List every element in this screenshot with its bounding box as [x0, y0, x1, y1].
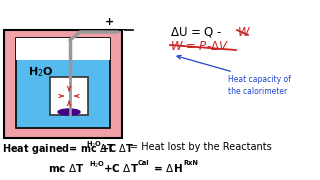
Bar: [16, 38, 110, 128]
Text: +C $\Delta$T: +C $\Delta$T: [100, 142, 134, 154]
Text: $W$: $W$: [237, 26, 251, 39]
Text: Heat capacity of
the calorimeter: Heat capacity of the calorimeter: [228, 75, 291, 96]
Text: $\Delta$U = Q -: $\Delta$U = Q -: [170, 25, 223, 39]
Text: Cal: Cal: [138, 160, 150, 166]
Text: H$_2$O: H$_2$O: [86, 140, 102, 150]
Text: Heat gained= mc $\Delta$T: Heat gained= mc $\Delta$T: [2, 142, 115, 156]
Text: = $\Delta$H: = $\Delta$H: [150, 162, 183, 174]
Bar: [16, 38, 110, 60]
Text: $W$ = P-$\Delta$V: $W$ = P-$\Delta$V: [170, 40, 229, 53]
Ellipse shape: [58, 109, 80, 115]
Bar: [4, 30, 122, 138]
Text: mc $\Delta$T: mc $\Delta$T: [48, 162, 85, 174]
Text: H$_2$O: H$_2$O: [28, 65, 53, 79]
Text: RxN: RxN: [183, 160, 198, 166]
Text: +C $\Delta$T: +C $\Delta$T: [103, 162, 139, 174]
Text: +: +: [105, 17, 115, 27]
Text: = Heat lost by the Reactants: = Heat lost by the Reactants: [130, 142, 272, 152]
Bar: [50, 77, 88, 115]
Text: H$_2$O: H$_2$O: [89, 160, 105, 170]
Text: −: −: [117, 24, 127, 37]
